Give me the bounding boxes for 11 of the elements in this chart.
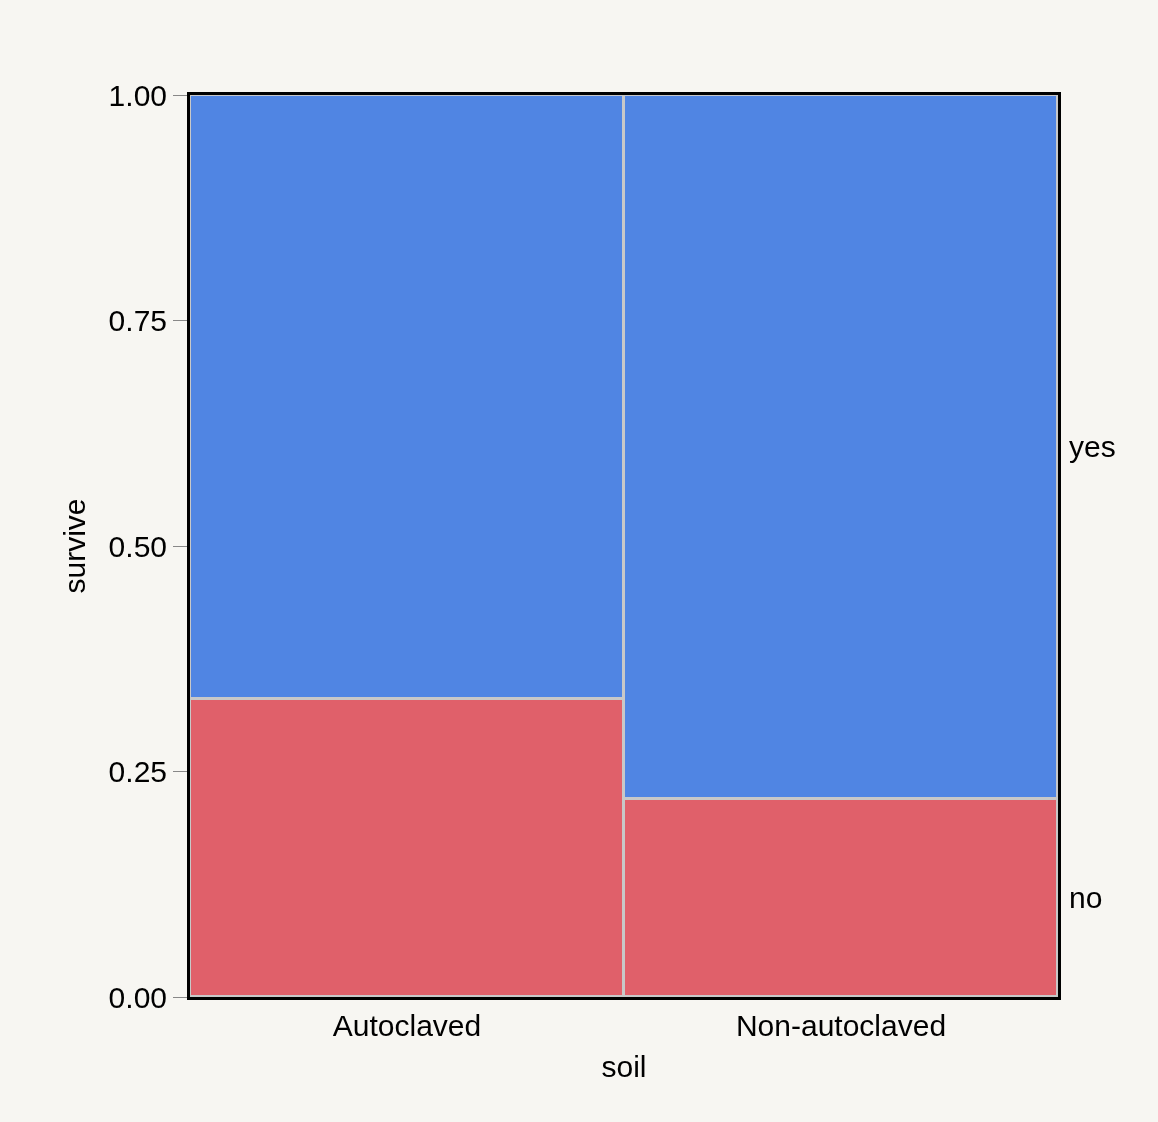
- y-axis-title: survive: [57, 498, 91, 594]
- series-label: no: [1069, 881, 1103, 914]
- series-label: yes: [1069, 430, 1116, 463]
- x-axis-title: soil: [601, 1049, 647, 1083]
- y-tick-label: 0.25: [108, 755, 167, 788]
- y-tick-label: 0.75: [108, 304, 167, 337]
- y-tick-label: 1.00: [108, 78, 167, 112]
- x-tick-label: Autoclaved: [332, 1009, 482, 1042]
- y-tick-label: 0.50: [108, 529, 167, 563]
- y-tick-label: 0.00: [108, 980, 167, 1014]
- x-tick-label: Non-autoclaved: [735, 1009, 947, 1042]
